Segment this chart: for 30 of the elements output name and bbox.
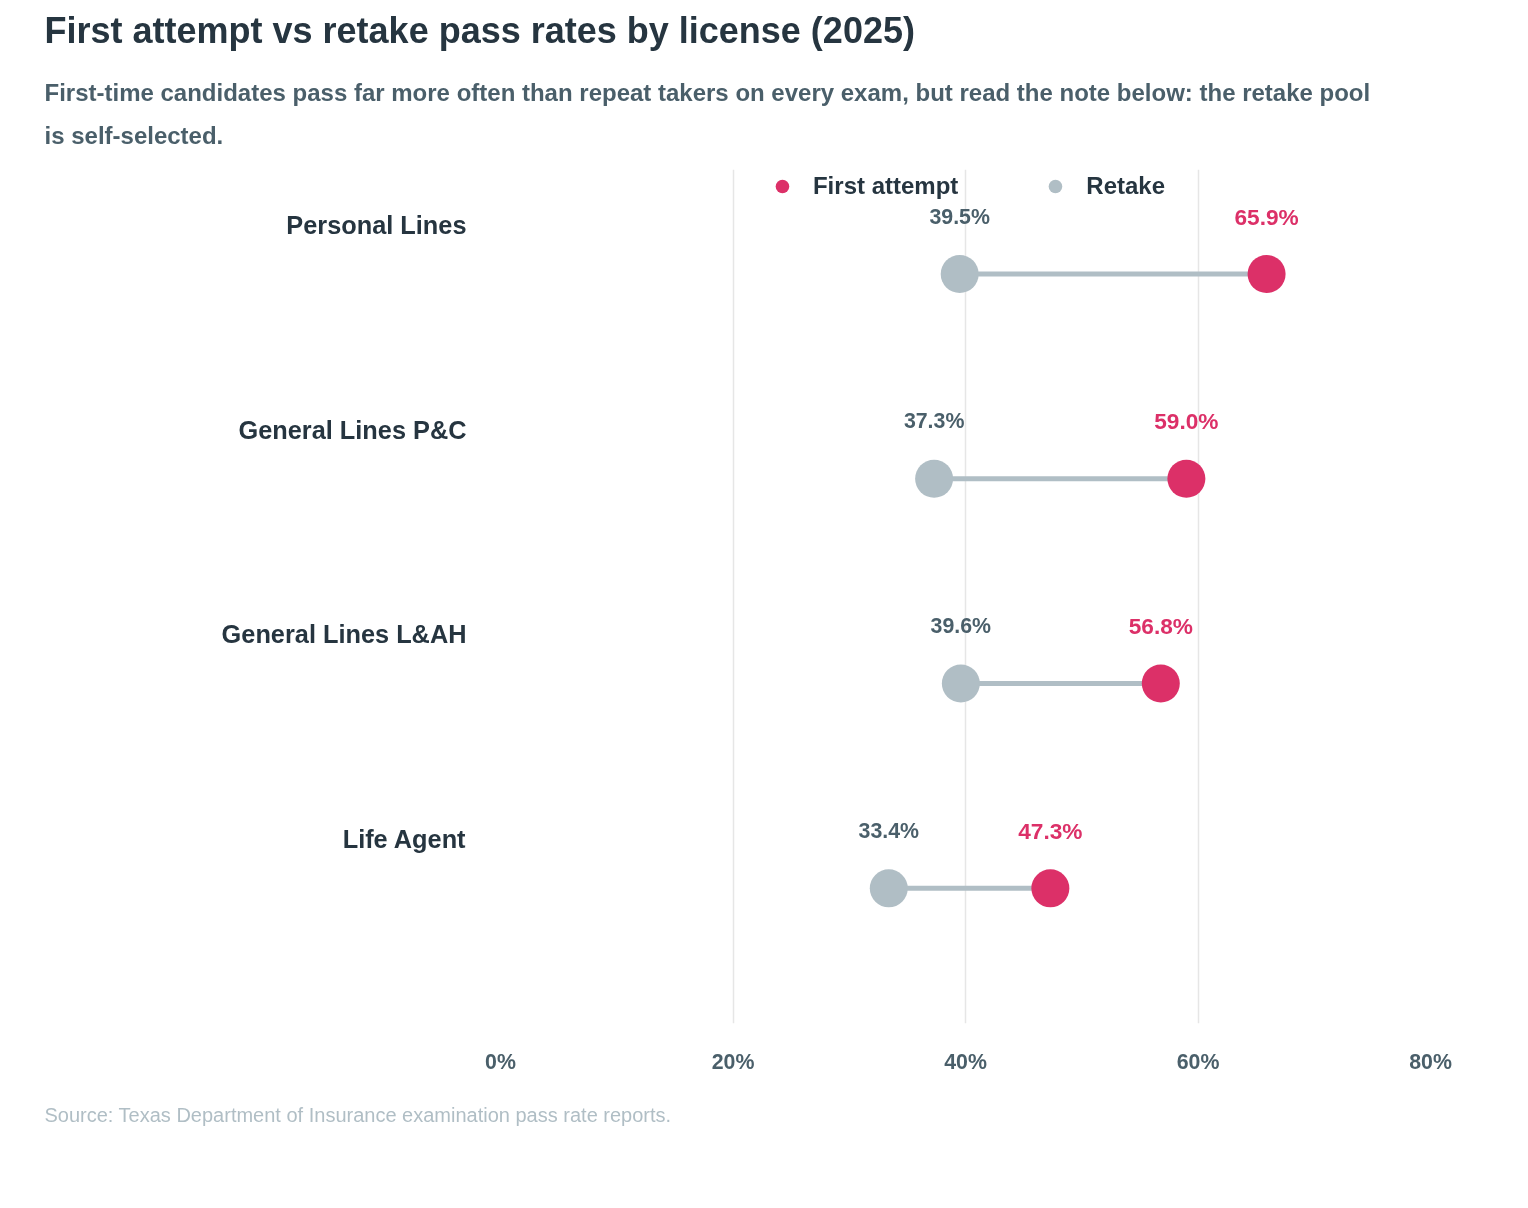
y-tick-label: Personal Lines [286, 210, 467, 239]
data-label: 47.3% [1018, 817, 1083, 844]
point [1167, 459, 1206, 498]
x-tick-label: 0% [485, 1049, 516, 1074]
y-tick-label: General Lines L&AH [221, 620, 467, 649]
data-label: 56.8% [1128, 613, 1193, 640]
y-tick-label: Life Agent [342, 825, 467, 854]
source-note: Source: Texas Department of Insurance examination pass rate reports. [44, 1103, 672, 1126]
data-label: 37.3% [903, 409, 965, 434]
x-tick-label: 80% [1409, 1049, 1452, 1074]
data-label: 65.9% [1234, 203, 1299, 230]
point [940, 254, 979, 293]
x-tick-label: 60% [1176, 1049, 1220, 1074]
data-label: 39.5% [929, 204, 990, 229]
point [1141, 664, 1180, 703]
legend-label: Retake [1086, 172, 1166, 200]
y-tick-label: General Lines P&C [238, 415, 467, 444]
data-label: 59.0% [1154, 408, 1219, 435]
point [915, 459, 954, 498]
data-label: 33.4% [858, 818, 920, 843]
point [1247, 254, 1286, 293]
x-tick-label: 40% [944, 1049, 987, 1074]
data-label: 39.6% [930, 614, 992, 639]
chart-subtitle: First-time candidates pass far more often than repeat takers on every exam, but read the note below: the retake pool is self-selected. [44, 79, 1371, 150]
point [941, 664, 980, 703]
point [1031, 869, 1070, 908]
x-tick-label: 20% [711, 1049, 755, 1074]
chart-title: First attempt vs retake pass rates by license (2025) [44, 9, 915, 51]
point [869, 869, 908, 908]
legend-label: First attempt [812, 172, 959, 200]
